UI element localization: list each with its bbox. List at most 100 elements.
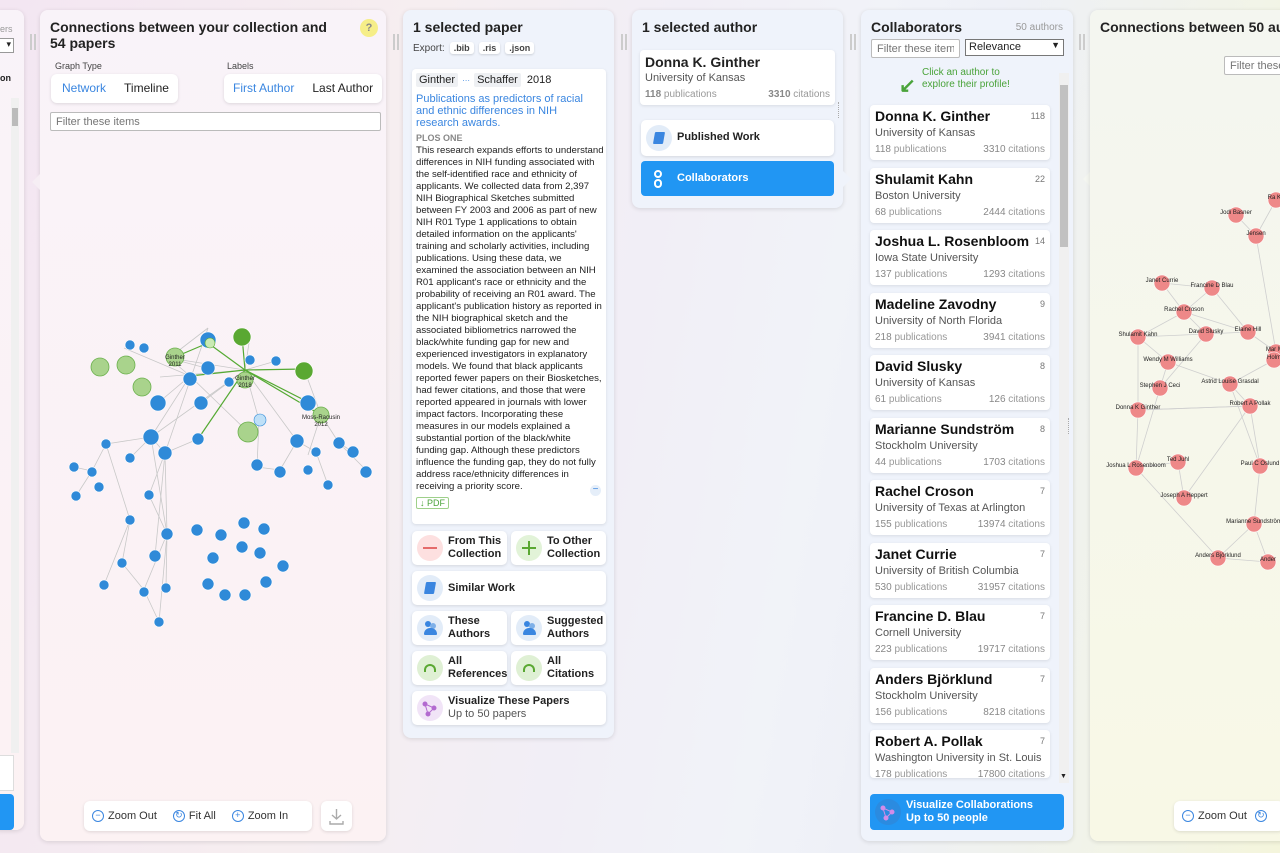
author-node[interactable]	[1209, 549, 1227, 567]
zoom-out-button[interactable]: − Zoom Out	[84, 810, 165, 822]
labels-first-author[interactable]: First Author	[233, 81, 295, 95]
selected-author-card[interactable]: Donna K. Ginther University of Kansas 11…	[640, 50, 835, 105]
author-node[interactable]	[1153, 274, 1171, 292]
resize-handle-5[interactable]	[1079, 34, 1085, 50]
author-node[interactable]	[1221, 375, 1239, 393]
all-references-button[interactable]: All References	[412, 651, 507, 685]
author-node[interactable]	[1227, 206, 1245, 224]
author-node[interactable]	[1265, 351, 1280, 369]
author-card[interactable]: Madeline Zavodny 9 University of North Flo…	[870, 292, 1050, 348]
author-panel-grip[interactable]	[838, 102, 841, 118]
resize-handle-2[interactable]	[393, 34, 399, 50]
author-node[interactable]	[1127, 459, 1145, 477]
from-collection-button[interactable]: From This Collection	[412, 531, 507, 565]
fit-all-button[interactable]: ↻ Fit All	[165, 810, 224, 822]
collection-panel: Connections between your collection and …	[32, 10, 386, 841]
download-button[interactable]	[321, 801, 352, 831]
suggested-authors-button[interactable]: Suggested Authors	[511, 611, 606, 645]
author-citations: 3310 citations	[983, 144, 1045, 155]
author-citations: 8218 citations	[983, 706, 1045, 718]
export-ris[interactable]: .ris	[478, 42, 501, 54]
author-node[interactable]	[1247, 227, 1265, 245]
author-card[interactable]: Francine D. Blau 7 Cornell University 223 p…	[870, 605, 1050, 660]
first-author-chip[interactable]: Ginther	[416, 73, 459, 87]
similar-work-button[interactable]: Similar Work	[412, 571, 606, 605]
author-node-label: Stephen J Ceci	[1140, 383, 1181, 389]
published-work-button[interactable]: Published Work	[641, 120, 834, 156]
author-name: David Slusky	[875, 358, 963, 374]
author-citations: 1703 citations	[983, 456, 1045, 468]
author-zoom-partial-icon[interactable]: ↻	[1254, 810, 1271, 822]
to-collection-button[interactable]: To Other Collection	[511, 531, 606, 565]
author-node[interactable]	[1175, 303, 1193, 321]
left-partial-select[interactable]: ▾	[0, 38, 14, 53]
author-node[interactable]	[1259, 553, 1277, 571]
pdf-button[interactable]: ↓ PDF	[416, 497, 450, 509]
collection-filter-input[interactable]	[50, 112, 381, 131]
graph-type-toggle: Network Timeline	[51, 74, 178, 103]
visualize-collaborations-button[interactable]: Visualize Collaborations Up to 50 people	[870, 794, 1064, 830]
author-node[interactable]	[1241, 397, 1259, 415]
author-node[interactable]	[1251, 457, 1269, 475]
export-bib[interactable]: .bib	[449, 42, 474, 54]
all-citations-button[interactable]: All Citations	[511, 651, 606, 685]
graph-type-network[interactable]: Network	[62, 81, 107, 95]
author-citations: 2444 citations	[983, 206, 1045, 218]
author-card[interactable]: Marianne Sundström 8 Stockholm University 4…	[870, 417, 1050, 473]
collapse-abstract-button[interactable]: −	[590, 485, 601, 496]
author-node[interactable]	[1267, 191, 1280, 209]
author-node[interactable]	[1239, 323, 1257, 341]
sort-select[interactable]: Relevance ▼	[965, 39, 1064, 56]
author-card[interactable]: David Slusky 8 University of Kansas 61 publ…	[870, 355, 1050, 410]
last-author-chip[interactable]: Schaffer	[474, 73, 521, 87]
author-node-label: Mar Mo	[1266, 347, 1280, 353]
author-card[interactable]: Rachel Croson 7 University of Texas at Arl…	[870, 480, 1050, 535]
author-citations: 3941 citations	[983, 331, 1045, 343]
these-authors-button[interactable]: These Authors	[412, 611, 507, 645]
author-count: 8	[1039, 361, 1045, 371]
collaborators-panel-grip[interactable]	[1068, 418, 1071, 434]
chevron-down-icon: ▼	[1051, 40, 1060, 50]
left-partial-blue-button[interactable]	[0, 794, 14, 830]
author-network-graph[interactable]: Jodi Basner Ra Kri Jensen Janet Currie Franc…	[1090, 180, 1280, 580]
collaborators-button[interactable]: Collaborators	[641, 161, 834, 196]
author-name: Donna K. Ginther	[875, 108, 991, 124]
author-card[interactable]: Shulamit Kahn 22 Boston University 68 publi…	[870, 167, 1050, 223]
labels-last-author[interactable]: Last Author	[312, 81, 374, 95]
author-zoom-out-button[interactable]: − Zoom Out	[1174, 810, 1255, 822]
paper-title[interactable]: Publications as predictors of racial and…	[416, 93, 583, 129]
resize-handle-3[interactable]	[621, 34, 627, 50]
resize-handle-1[interactable]	[30, 34, 36, 50]
author-name: Madeline Zavodny	[875, 295, 997, 312]
author-card[interactable]: Anders Björklund 7 Stockholm University 156…	[870, 667, 1050, 723]
author-publications: 218 publications	[875, 331, 948, 343]
author-publications: 155 publications	[875, 519, 948, 530]
graph-type-timeline[interactable]: Timeline	[124, 81, 169, 95]
author-node[interactable]	[1169, 453, 1187, 471]
collaborators-scrollbar[interactable]: ▼	[1059, 73, 1069, 783]
resize-handle-4[interactable]	[850, 34, 856, 50]
author-node[interactable]	[1175, 489, 1193, 507]
author-node[interactable]	[1197, 325, 1215, 343]
author-node[interactable]	[1203, 279, 1221, 297]
left-scrollbar[interactable]	[11, 98, 19, 753]
author-node[interactable]	[1129, 328, 1147, 346]
collaborators-filter-input[interactable]	[871, 39, 960, 58]
help-icon[interactable]: ?	[360, 19, 378, 37]
author-card[interactable]: Janet Currie 7 University of British Colum…	[870, 542, 1050, 598]
author-affiliation: University of Kansas	[875, 377, 976, 389]
author-node-label: Ra Kri	[1268, 195, 1280, 201]
author-node[interactable]	[1159, 353, 1177, 371]
author-card[interactable]: Robert A. Pollak 7 Washington University i…	[870, 730, 1050, 778]
author-graph-filter-input[interactable]	[1224, 56, 1280, 75]
visualize-papers-button[interactable]: Visualize These Papers Up to 50 papers	[412, 691, 606, 725]
author-node[interactable]	[1129, 401, 1147, 419]
export-json[interactable]: .json	[505, 42, 535, 54]
author-ellipsis[interactable]: ···	[462, 75, 471, 85]
zoom-in-button[interactable]: + Zoom In	[224, 810, 296, 822]
author-node[interactable]	[1151, 379, 1169, 397]
author-node[interactable]	[1245, 515, 1263, 533]
author-card[interactable]: Donna K. Ginther 118 University of Kansas 1…	[870, 105, 1050, 160]
author-card[interactable]: Joshua L. Rosenbloom 14 Iowa State Univers…	[870, 230, 1050, 285]
collection-network-graph[interactable]: Ginther 2011 Ginther 2018 Moss-Racusin 2012	[40, 310, 386, 640]
